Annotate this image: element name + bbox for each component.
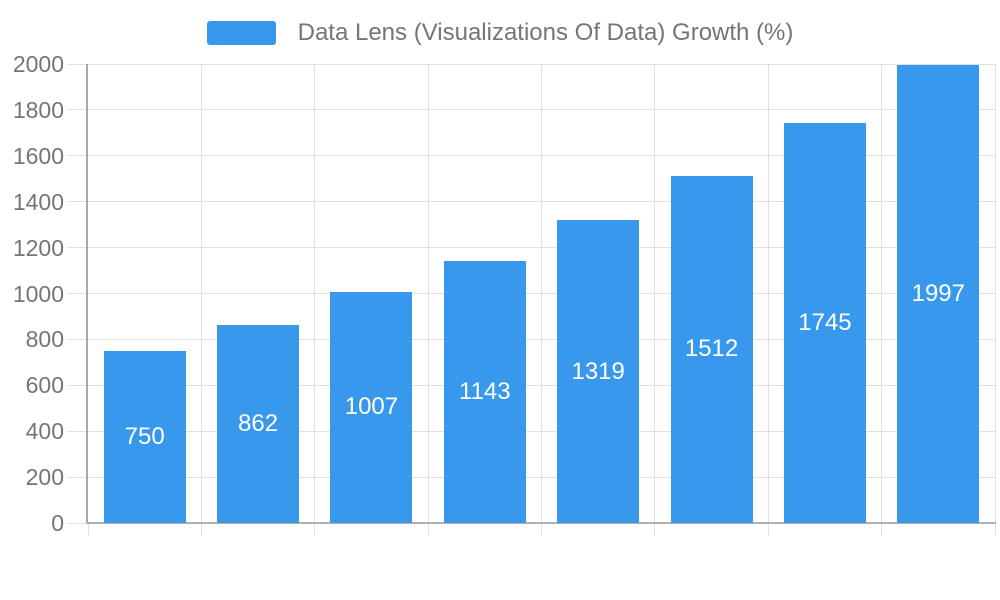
bar-value-label: 1997 — [911, 279, 965, 307]
x-gridline — [200, 64, 202, 523]
x-tick — [541, 524, 542, 536]
y-tick-label: 1400 — [12, 188, 64, 215]
bar-value-label: 1007 — [344, 393, 399, 421]
legend-label: Data Lens (Visualizations Of Data) Growt… — [297, 19, 794, 46]
bar[interactable] — [217, 325, 300, 523]
y-tick-label: 400 — [25, 418, 64, 445]
y-tick — [68, 338, 86, 340]
x-gridline — [767, 64, 769, 523]
y-tick — [68, 384, 86, 386]
legend: Data Lens (Visualizations Of Data) Growt… — [0, 19, 1000, 47]
bar[interactable] — [443, 260, 526, 523]
x-tick — [994, 524, 996, 536]
x-tick — [200, 524, 202, 536]
bar-value-label: 750 — [124, 422, 165, 450]
y-tick-label: 1200 — [12, 234, 64, 261]
bar[interactable] — [670, 175, 753, 523]
plot-area: 0 200 400 600 800 1000 1200 1400 1600 1800 2000 750… — [13, 51, 996, 536]
x-gridline — [654, 64, 656, 523]
x-gridline — [541, 64, 542, 523]
y-tick — [68, 201, 86, 203]
y-axis-line — [86, 64, 88, 523]
bar[interactable] — [103, 350, 186, 523]
bar-value-label: 1745 — [798, 308, 852, 336]
bar-value-label: 1143 — [459, 377, 511, 405]
y-tick-label: 200 — [25, 464, 64, 491]
bar-value-label: 1319 — [571, 357, 625, 385]
x-tick — [87, 524, 89, 536]
x-tick — [767, 524, 769, 536]
y-tick-label: 0 — [51, 510, 64, 536]
x-gridline — [314, 64, 316, 523]
legend-swatch-icon — [206, 21, 276, 45]
bar[interactable] — [557, 220, 640, 523]
y-tick — [68, 155, 86, 157]
y-tick — [68, 293, 86, 294]
x-gridline — [881, 64, 883, 523]
y-tick-label: 600 — [25, 372, 64, 399]
y-tick-label: 1800 — [12, 96, 64, 123]
y-tick — [68, 430, 86, 432]
y-tick — [68, 476, 86, 478]
y-tick — [68, 63, 86, 65]
x-gridline — [994, 64, 996, 523]
y-tick — [68, 109, 86, 111]
y-tick-label: 2000 — [12, 51, 64, 77]
y-tick — [68, 522, 86, 524]
y-tick-label: 1000 — [12, 280, 64, 307]
y-tick-label: 1600 — [12, 142, 64, 169]
bar[interactable] — [783, 122, 866, 523]
y-tick — [68, 247, 86, 249]
x-tick — [314, 524, 316, 536]
bar-value-label: 1512 — [684, 335, 739, 363]
y-tick-label: 800 — [25, 326, 64, 353]
x-axis-line — [86, 522, 996, 524]
legend-item[interactable]: Data Lens (Visualizations Of Data) Growt… — [206, 19, 794, 47]
bar[interactable] — [330, 291, 413, 523]
x-gridline — [427, 64, 429, 523]
x-tick — [881, 524, 883, 536]
bar[interactable] — [897, 64, 980, 523]
bar-value-label: 862 — [238, 410, 279, 438]
x-tick — [427, 524, 429, 536]
x-tick — [654, 524, 656, 536]
